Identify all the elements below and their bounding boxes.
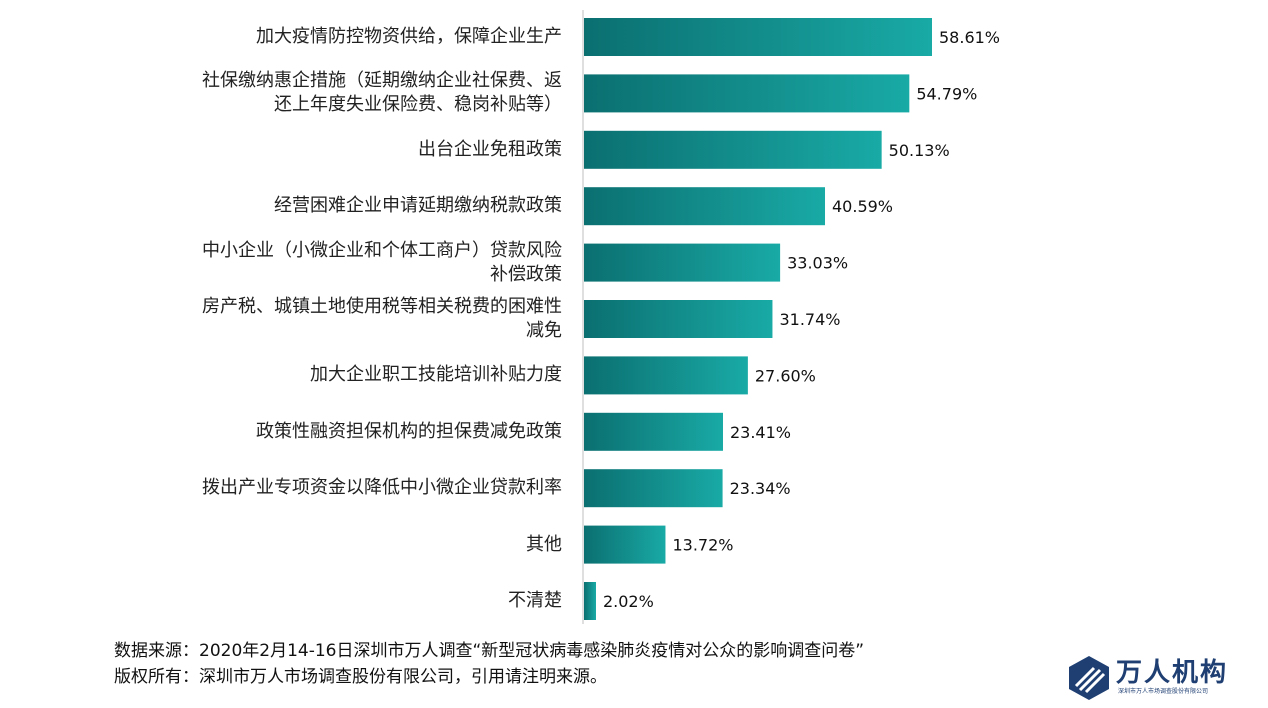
copyright-note: 版权所有：深圳市万人市场调查股份有限公司，引用请注明来源。 <box>114 667 607 687</box>
value-label: 27.60% <box>755 366 816 385</box>
category-label: 加大疫情防控物资供给，保障企业生产 <box>256 26 562 47</box>
value-label: 40.59% <box>832 197 893 216</box>
bar <box>584 525 666 564</box>
value-label: 58.61% <box>939 28 1000 47</box>
value-label: 54.79% <box>916 84 977 103</box>
bar <box>584 300 773 338</box>
value-label: 13.72% <box>672 536 733 555</box>
bar <box>584 130 882 169</box>
value-label: 23.34% <box>730 479 791 498</box>
value-label: 50.13% <box>889 141 950 160</box>
category-label: 出台企业免租政策 <box>418 138 562 160</box>
bar <box>584 356 748 395</box>
category-label: 中小企业（小微企业和个体工商户）贷款风险 补偿政策 <box>202 239 562 285</box>
logo-subtitle: 深圳市万人市场调查股份有限公司 <box>1118 688 1209 695</box>
category-label: 拨出产业专项资金以降低中小微企业贷款利率 <box>202 477 562 499</box>
value-label: 33.03% <box>787 254 848 273</box>
bar <box>584 18 932 56</box>
value-label: 31.74% <box>779 310 840 329</box>
bar-chart: 58.61% 54.79% 50.13% 40.59% 33.03% 31.74% 27.6… <box>582 10 1000 624</box>
category-label: 房产税、城镇土地使用税等相关税费的困难性 减免 <box>202 296 562 341</box>
logo-emblem-icon <box>1069 656 1109 700</box>
bar <box>584 187 826 226</box>
category-label: 社保缴纳惠企措施（延期缴纳企业社保费、返 还上年度失业保险费、稳岗补贴等） <box>202 70 562 116</box>
category-label: 加大企业职工技能培训补贴力度 <box>310 364 562 386</box>
category-label: 不清楚 <box>508 590 562 611</box>
bar <box>584 582 596 620</box>
value-label: 2.02% <box>603 592 654 611</box>
category-label: 其他 <box>526 533 562 555</box>
logo-name: 万人机构 <box>1116 658 1229 688</box>
bar <box>584 469 723 508</box>
bar <box>584 243 781 282</box>
category-label: 政策性融资担保机构的担保费减免政策 <box>256 420 562 442</box>
bar <box>584 412 723 451</box>
category-label: 经营困难企业申请延期缴纳税款政策 <box>274 195 562 217</box>
bar <box>584 74 910 113</box>
value-label: 23.41% <box>730 423 791 442</box>
company-logo: 万人机构 深圳市万人市场调查股份有限公司 <box>1066 652 1242 702</box>
data-source-note: 数据来源：2020年2月14-16日深圳市万人调查“新型冠状病毒感染肺炎疫情对公… <box>114 641 865 661</box>
